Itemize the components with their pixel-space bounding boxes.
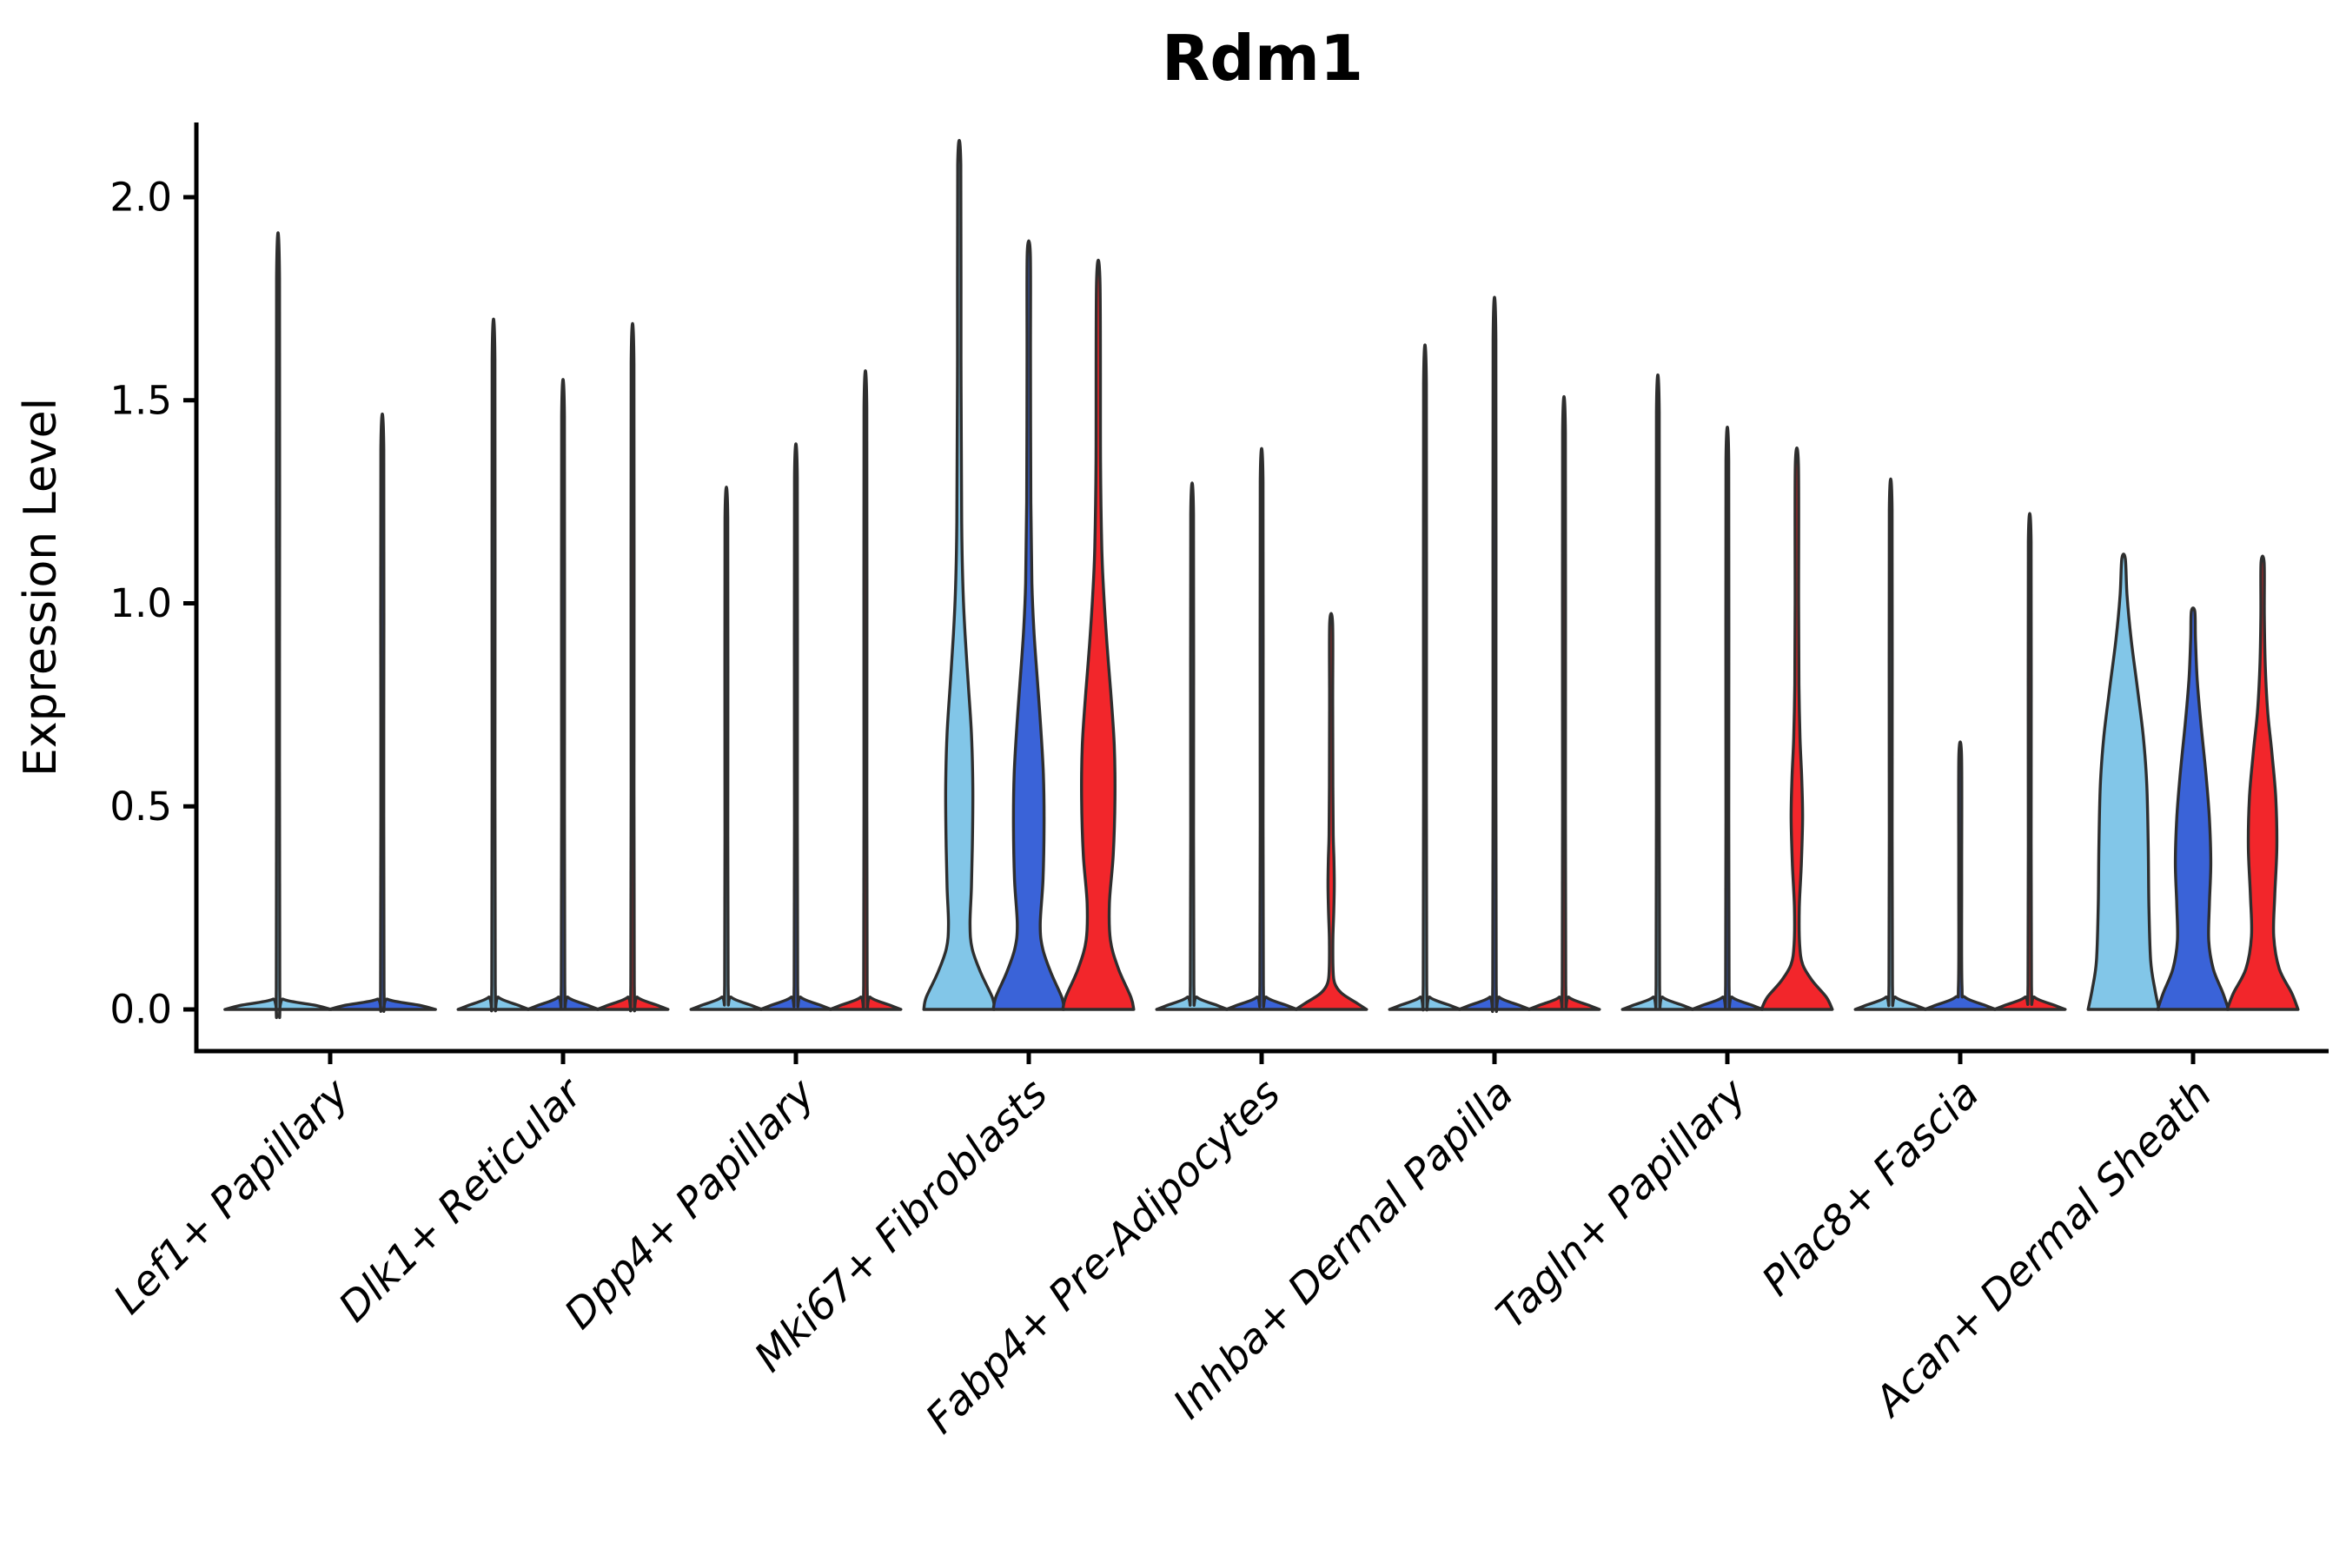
violin-6-1 <box>1388 343 1462 1012</box>
chart-title: Rdm1 <box>1162 22 1363 95</box>
violin-1-1 <box>223 231 333 1019</box>
violin-6-2 <box>1457 295 1532 1014</box>
violin-7-2 <box>1690 426 1765 1011</box>
violin-9-2 <box>2156 606 2230 1011</box>
violin-1-2 <box>328 413 437 1013</box>
violin-5-1 <box>1155 481 1229 1011</box>
violin-6-3 <box>1527 395 1601 1011</box>
x-tick-label: Dlk1+ Reticular <box>330 1068 593 1332</box>
x-tick-label: Lef1+ Papillary <box>104 1069 359 1324</box>
x-tick-label: Dpp4+ Papillary <box>555 1069 825 1339</box>
violin-4-3 <box>1061 259 1136 1011</box>
violin-4-1 <box>922 139 997 1011</box>
violin-7-1 <box>1620 374 1695 1011</box>
violin-9-1 <box>2086 552 2161 1011</box>
y-tick-label: 0.5 <box>109 784 172 830</box>
violin-3-1 <box>689 485 764 1011</box>
violin-2-1 <box>456 317 531 1013</box>
violin-5-2 <box>1224 447 1299 1011</box>
violins-layer <box>223 139 2300 1019</box>
violin-2-3 <box>595 321 670 1013</box>
violin-3-3 <box>828 369 903 1011</box>
y-axis-label: Expression Level <box>15 398 67 777</box>
y-tick-label: 0.0 <box>109 987 172 1033</box>
x-tick-label: Plac8+ Fascia <box>1753 1070 1988 1306</box>
violin-9-3 <box>2225 554 2300 1011</box>
violin-8-2 <box>1923 740 1998 1011</box>
violin-7-3 <box>1760 447 1834 1011</box>
violin-3-2 <box>759 442 833 1011</box>
y-tick-label: 2.0 <box>109 175 172 221</box>
violin-4-2 <box>991 239 1066 1011</box>
violin-2-2 <box>526 378 600 1011</box>
violin-8-3 <box>1992 512 2067 1011</box>
violin-5-3 <box>1294 612 1368 1011</box>
x-tick-label: Tagln+ Papillary <box>1488 1069 1757 1339</box>
violin-8-1 <box>1853 477 1928 1011</box>
y-tick-label: 1.5 <box>109 377 172 423</box>
y-tick-label: 1.0 <box>109 580 172 626</box>
